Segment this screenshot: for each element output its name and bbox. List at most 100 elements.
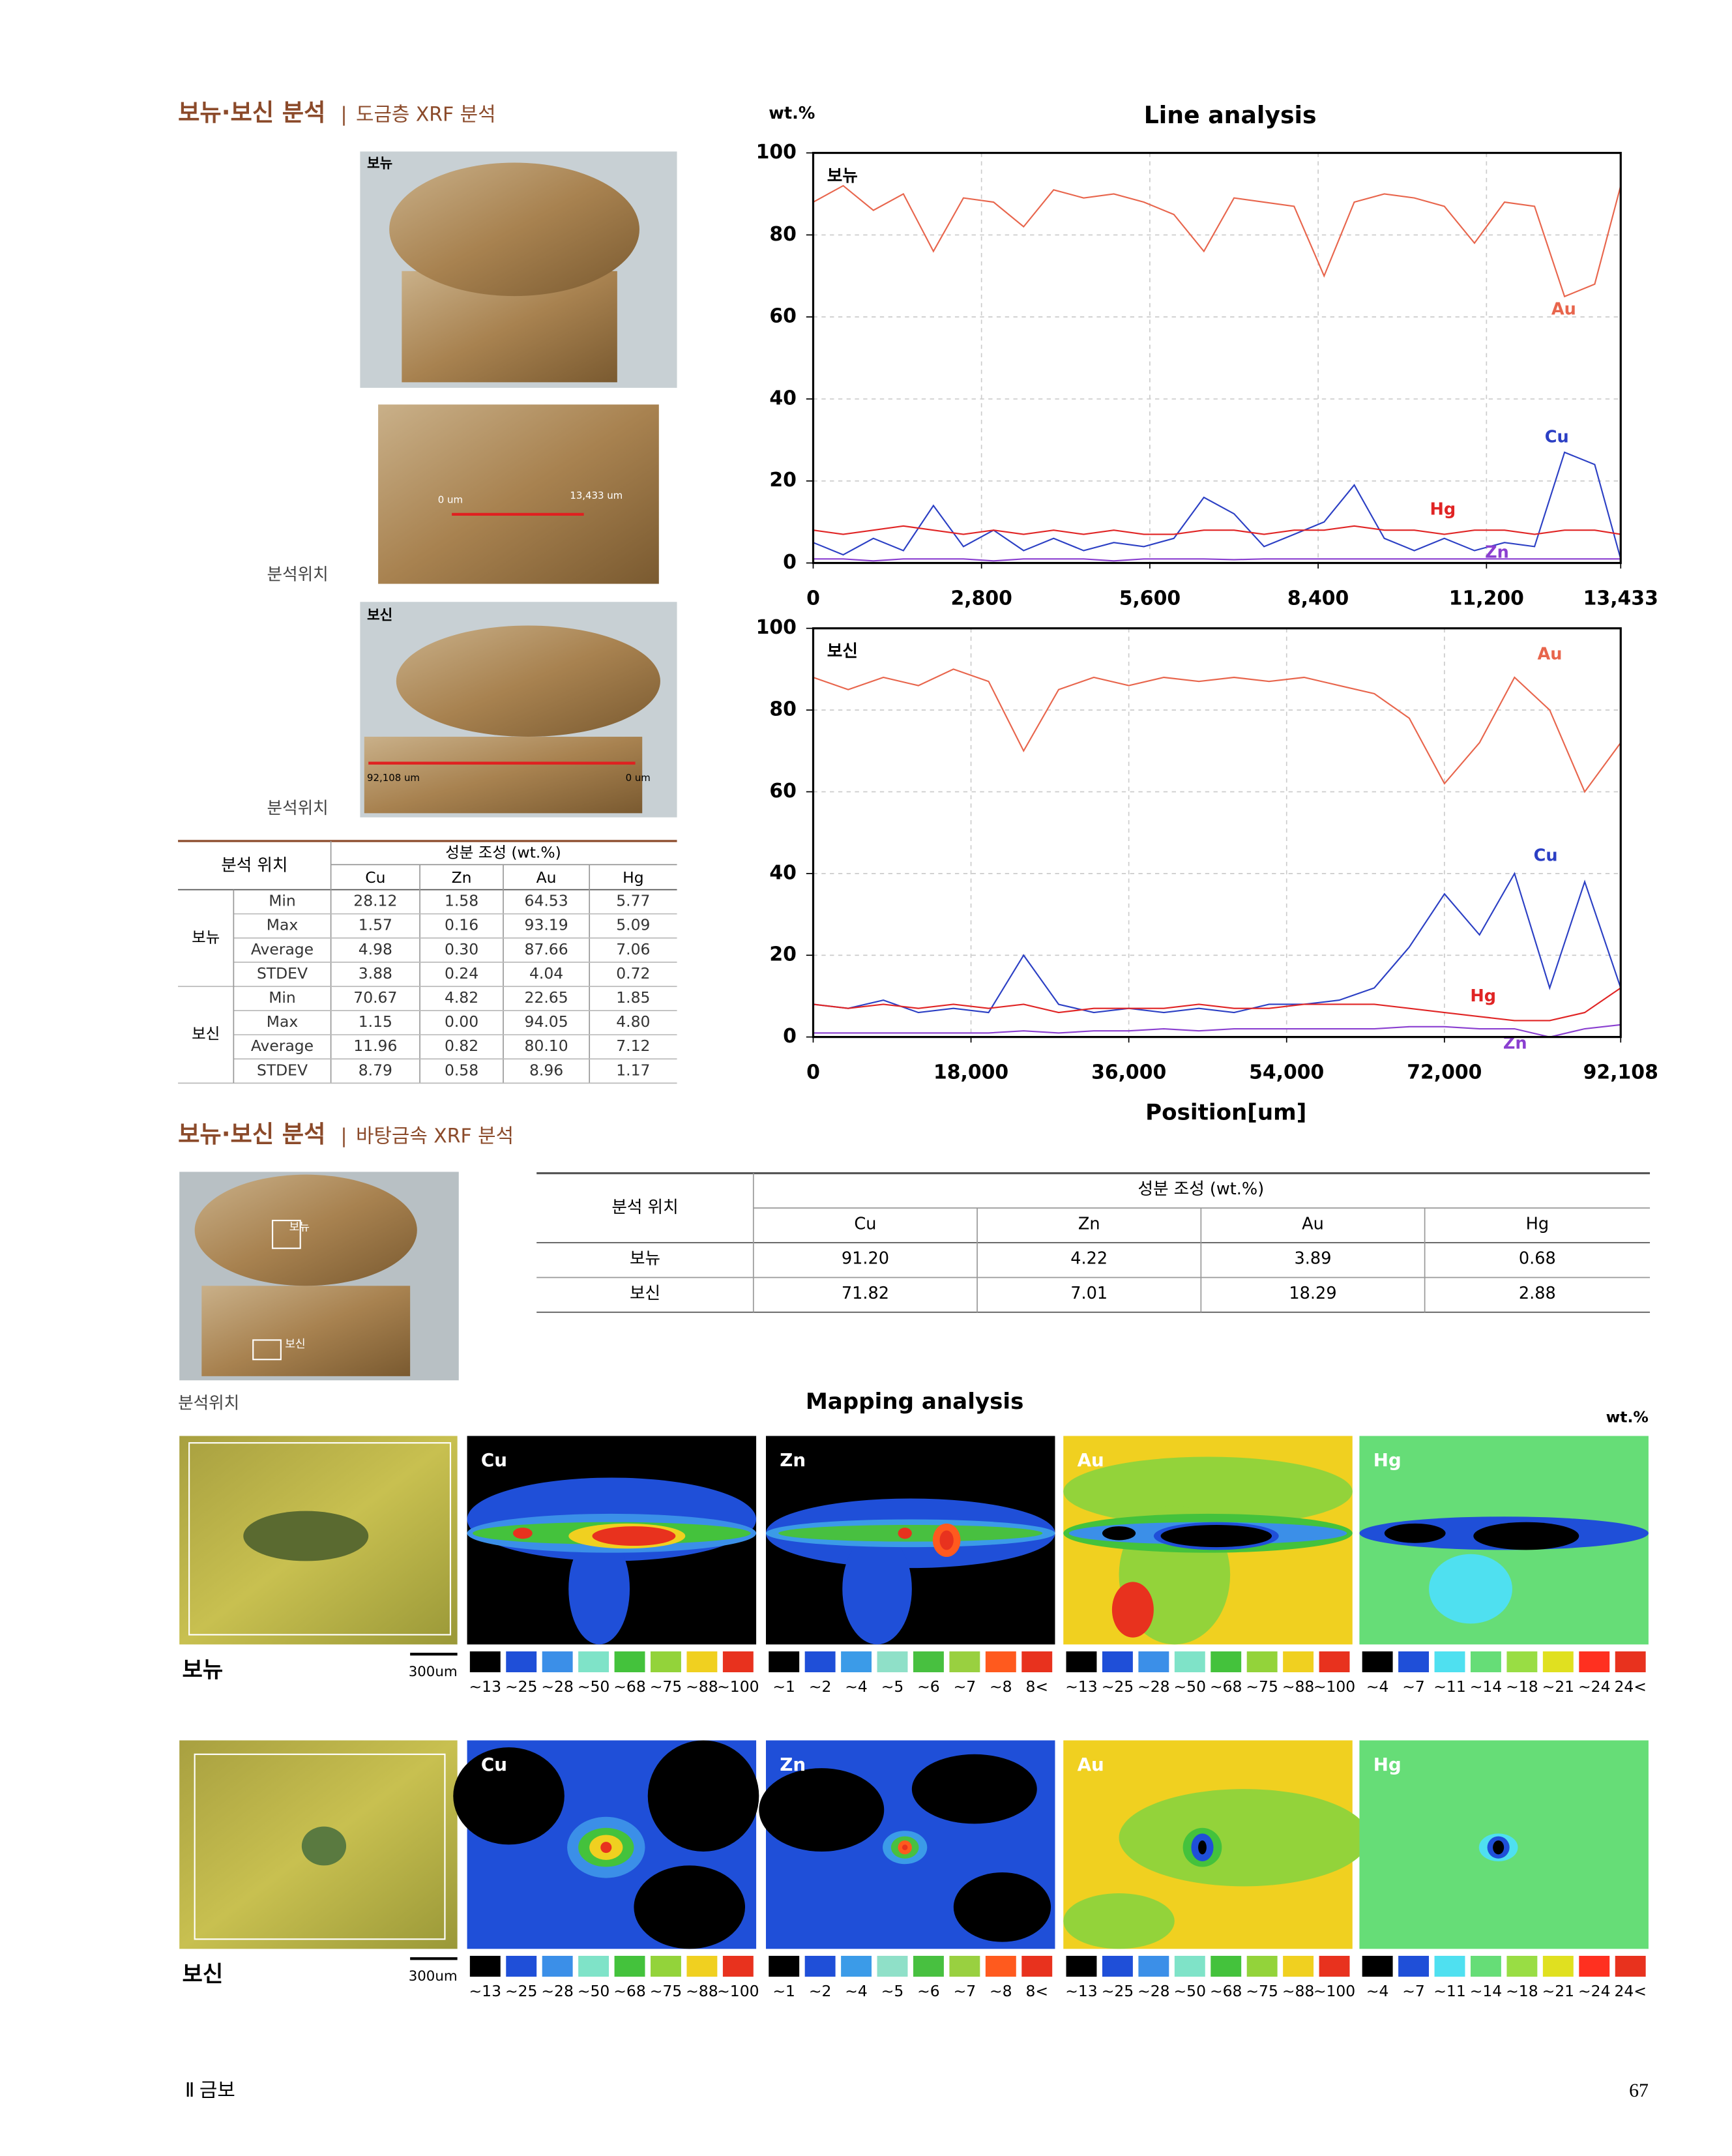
legend-label: ~6 [917, 1677, 940, 1696]
table-header: 성분 조성 (wt.%) [445, 844, 561, 862]
legend-label: ~68 [1210, 1982, 1242, 2000]
legend-label: ~4 [1366, 1982, 1389, 2000]
cell: 4.82 [445, 988, 478, 1007]
legend-swatch [1319, 1955, 1350, 1977]
legend-label: ~24 [1578, 1677, 1610, 1696]
series-label: Zn [1485, 543, 1509, 563]
mapping-unit: wt.% [1606, 1408, 1649, 1426]
photo [378, 404, 659, 584]
x-tick-label: 8,400 [1287, 587, 1349, 610]
legend-swatch [1506, 1651, 1538, 1673]
legend-swatch [1319, 1651, 1350, 1673]
region-box [188, 1442, 452, 1636]
legend-swatch [1283, 1955, 1314, 1977]
legend-swatch [722, 1955, 754, 1977]
legend-label: ~28 [541, 1982, 573, 2000]
legend-label: ~24 [1578, 1982, 1610, 2000]
legend-label: ~88 [1282, 1677, 1314, 1696]
cell: 4.98 [359, 940, 392, 958]
photo-label: 보신 [367, 608, 392, 624]
legend-label: ~8 [990, 1677, 1012, 1696]
legend-swatch [506, 1955, 537, 1977]
row-label: STDEV [257, 1061, 308, 1079]
legend-label: ~75 [1246, 1982, 1278, 2000]
legend-swatch [877, 1955, 908, 1977]
legend-swatch [686, 1651, 718, 1673]
legend-label: ~75 [650, 1982, 682, 2000]
x-tick-label: 92,108 [1583, 1061, 1658, 1084]
legend-swatch [1398, 1651, 1430, 1673]
cell: 4.04 [529, 964, 563, 982]
legend-swatch [1066, 1955, 1097, 1977]
cell: 8.79 [359, 1061, 392, 1079]
element-label: Au [1078, 1754, 1104, 1775]
row-label: Min [269, 988, 296, 1007]
legend-label: ~68 [613, 1677, 645, 1696]
legend-swatch [1021, 1955, 1053, 1977]
cell: 87.66 [525, 940, 568, 958]
map-region [898, 1528, 912, 1539]
legend-swatch [1398, 1955, 1430, 1977]
divider: | [341, 103, 347, 126]
legend-label: ~1 [772, 1982, 795, 2000]
photo-base [201, 1286, 411, 1376]
legend-swatch [1211, 1955, 1242, 1977]
legend-swatch [1506, 1955, 1538, 1977]
plot-frame [812, 151, 1622, 565]
column-header: Hg [1526, 1214, 1549, 1233]
row-label: Average [251, 1037, 314, 1055]
page-number: 67 [1629, 2080, 1649, 2101]
legend-label: ~88 [1282, 1982, 1314, 2000]
x-tick-label: 13,433 [1583, 587, 1658, 610]
position-label: 분석위치 [178, 1393, 239, 1413]
photo-label: 보신 [285, 1338, 305, 1351]
legend-swatch [1470, 1955, 1501, 1977]
legend-swatch [614, 1651, 645, 1673]
cell: 3.88 [359, 964, 392, 982]
row-label: 보뉴 [630, 1249, 660, 1269]
plot-frame [812, 627, 1622, 1039]
element-label: Hg [1373, 1754, 1402, 1775]
cell: 71.82 [842, 1284, 889, 1303]
y-tick-label: 0 [783, 551, 797, 574]
scale-label: 300um [409, 1664, 458, 1680]
map-region [1473, 1522, 1579, 1550]
section-subtitle: 도금층 XRF 분석 [356, 103, 496, 126]
micro-spot [301, 1826, 347, 1866]
cell: 0.82 [445, 1037, 478, 1055]
table-header: 성분 조성 (wt.%) [1138, 1179, 1264, 1199]
series-label: Cu [1545, 428, 1569, 447]
cell: 22.65 [525, 988, 568, 1007]
photo-base [364, 737, 643, 814]
legend-swatch [1470, 1651, 1501, 1673]
cell: 0.00 [445, 1012, 478, 1031]
photo-shell [389, 162, 639, 297]
legend-label: ~5 [881, 1677, 904, 1696]
legend-swatch [1174, 1651, 1205, 1673]
element-label: Cu [481, 1449, 507, 1471]
legend-label: ~7 [954, 1982, 976, 2000]
legend-label: 8< [1025, 1677, 1048, 1696]
legend-swatch [1579, 1651, 1610, 1673]
legend-swatch [1434, 1651, 1465, 1673]
region-box [194, 1753, 446, 1940]
cell: 0.24 [445, 964, 478, 982]
legend-label: ~13 [469, 1982, 501, 2000]
legend-swatch [651, 1955, 681, 1977]
legend-label: ~4 [845, 1677, 868, 1696]
cell: 18.29 [1289, 1284, 1336, 1303]
y-tick-label: 20 [769, 943, 797, 966]
legend-swatch [804, 1955, 836, 1977]
map-region [1493, 1840, 1504, 1855]
panel-label: 보신 [827, 642, 858, 661]
series-line [812, 185, 1622, 298]
legend-swatch [841, 1651, 872, 1673]
legend-label: ~21 [1542, 1982, 1574, 2000]
legend-label: ~88 [686, 1982, 718, 2000]
divider: | [341, 1125, 347, 1148]
scale-text: 0 um [626, 772, 651, 784]
column-header: Hg [623, 868, 644, 887]
table-header: 분석 위치 [611, 1198, 678, 1217]
column-header: Zn [1078, 1214, 1100, 1233]
cell: 7.12 [616, 1037, 650, 1055]
